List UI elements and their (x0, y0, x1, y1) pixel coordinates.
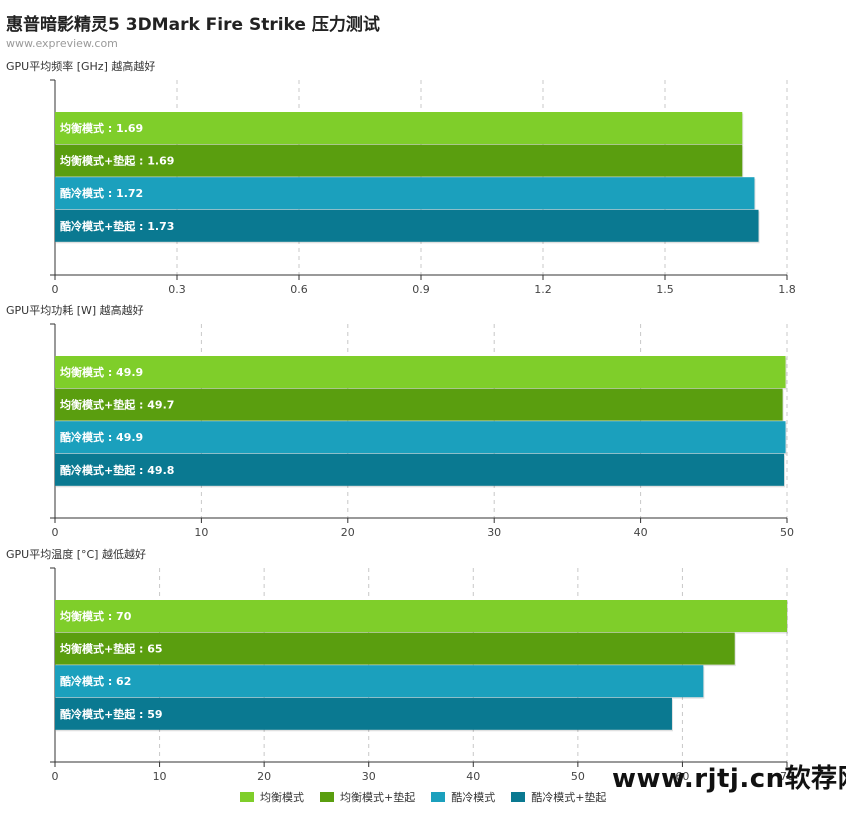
tick-label: 1.2 (534, 283, 552, 296)
tick-label: 0.6 (290, 283, 308, 296)
bar (55, 177, 755, 210)
tick-label: 0.3 (168, 283, 186, 296)
legend-label: 均衡模式 (260, 791, 304, 804)
tick-label: 60 (675, 770, 689, 783)
legend: 均衡模式 均衡模式+垫起 酷冷模式 酷冷模式+垫起 (240, 789, 606, 805)
tick-label: 10 (153, 770, 167, 783)
tick-label: 10 (194, 526, 208, 539)
legend-swatch (320, 792, 334, 802)
legend-swatch (511, 792, 526, 802)
source-url: www.expreview.com (6, 37, 118, 50)
legend-item-cool-pad: 酷冷模式+垫起 (511, 789, 606, 805)
panel-title: GPU平均频率 [GHz] 越高越好 (6, 59, 155, 73)
legend-label: 酷冷模式 (451, 791, 496, 804)
chart-title: 惠普暗影精灵5 3DMark Fire Strike 压力测试 (6, 15, 380, 35)
tick-label: 30 (487, 526, 501, 539)
tick-label: 40 (466, 770, 480, 783)
bar-value-label: 酷冷模式+垫起 : 49.8 (60, 463, 174, 477)
legend-item-balanced: 均衡模式 (240, 789, 304, 805)
bar (55, 632, 735, 665)
panel-title: GPU平均温度 [°C] 越低越好 (6, 547, 146, 561)
bar-value-label: 均衡模式+垫起 : 1.69 (60, 154, 174, 168)
bar (55, 421, 786, 454)
tick-label: 1.5 (656, 283, 674, 296)
bar-value-label: 均衡模式 : 70 (60, 609, 132, 623)
tick-label: 1.8 (778, 283, 796, 296)
bar-value-label: 酷冷模式 : 62 (60, 674, 131, 688)
bar-value-label: 均衡模式 : 1.69 (60, 121, 143, 135)
tick-label: 50 (780, 526, 794, 539)
tick-label: 20 (341, 526, 355, 539)
tick-label: 0 (52, 526, 59, 539)
bar (55, 356, 786, 388)
legend-item-cool: 酷冷模式 (431, 789, 495, 805)
tick-label: 0 (52, 770, 59, 783)
legend-swatch (240, 792, 254, 802)
bar-value-label: 均衡模式 : 49.9 (60, 365, 143, 379)
watermark: www.rjtj.cn软荐网 (612, 764, 846, 794)
tick-label: 30 (362, 770, 376, 783)
tick-label: 50 (571, 770, 585, 783)
bar (55, 388, 783, 421)
legend-label: 酷冷模式+垫起 (531, 791, 607, 804)
tick-label: 40 (634, 526, 648, 539)
bar-value-label: 均衡模式+垫起 : 65 (60, 642, 163, 656)
bar (55, 697, 672, 730)
bar (55, 209, 759, 242)
panel-title: GPU平均功耗 [W] 越高越好 (6, 303, 144, 317)
bar (55, 600, 787, 632)
bar-value-label: 酷冷模式 : 1.72 (60, 186, 143, 200)
legend-swatch (431, 792, 446, 802)
bar (55, 665, 704, 698)
bar (55, 144, 743, 177)
bar (55, 453, 785, 486)
tick-label: 20 (257, 770, 271, 783)
tick-label: 70 (780, 770, 794, 783)
bar (55, 112, 743, 144)
bar-value-label: 酷冷模式+垫起 : 59 (60, 707, 163, 721)
tick-label: 0.9 (412, 283, 430, 296)
legend-item-balanced-pad: 均衡模式+垫起 (320, 789, 415, 805)
tick-label: 0 (52, 283, 59, 296)
legend-label: 均衡模式+垫起 (340, 791, 416, 804)
bar-value-label: 均衡模式+垫起 : 49.7 (60, 398, 174, 412)
bar-value-label: 酷冷模式 : 49.9 (60, 430, 143, 444)
bar-value-label: 酷冷模式+垫起 : 1.73 (60, 219, 174, 233)
